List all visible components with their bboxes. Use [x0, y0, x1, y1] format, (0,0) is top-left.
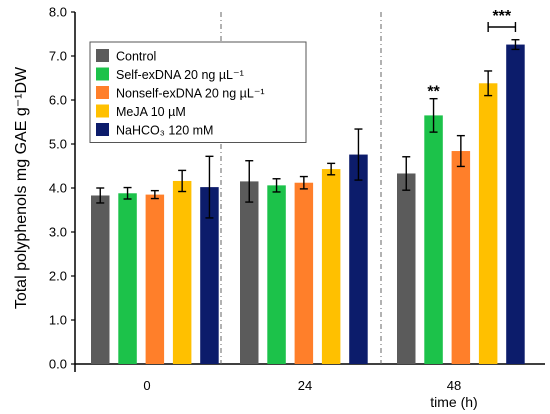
- bar: [349, 154, 368, 364]
- bar: [118, 193, 137, 364]
- x-axis-title: time (h): [430, 394, 477, 410]
- axes: 0.0 1.0 2.0 3.0 4.0 5.0 6.0 7.0 8.0 0 24 48: [49, 5, 545, 393]
- y-tick-label: 8.0: [49, 5, 67, 20]
- legend-label: Self-exDNA 20 ng µL⁻¹: [116, 68, 244, 82]
- significance-label: **: [427, 84, 440, 101]
- y-tick-label: 1.0: [49, 313, 67, 328]
- y-tick-label: 6.0: [49, 93, 67, 108]
- y-tick-label: 4.0: [49, 181, 67, 196]
- legend-swatch: [96, 86, 109, 99]
- legend-label: MeJA 10 µM: [116, 105, 186, 119]
- legend-box: [89, 41, 307, 143]
- y-tick-label: 7.0: [49, 49, 67, 64]
- bar: [294, 182, 314, 364]
- bar: [506, 44, 525, 365]
- x-tick-label: 0: [143, 378, 150, 393]
- annotations: *****: [427, 8, 517, 101]
- y-tick-label: 3.0: [49, 225, 67, 240]
- bar: [267, 185, 286, 364]
- bar: [397, 173, 416, 364]
- bar: [145, 194, 165, 364]
- bar: [424, 115, 443, 365]
- bar: [172, 180, 192, 364]
- significance-label: ***: [492, 8, 511, 25]
- y-tick-label: 2.0: [49, 269, 67, 284]
- legend-swatch: [96, 123, 109, 136]
- y-tick-label: 0.0: [49, 357, 67, 372]
- x-tick-label: 24: [298, 378, 312, 393]
- legend-label: Nonself-exDNA 20 ng µL⁻¹: [116, 87, 265, 101]
- bar: [91, 195, 110, 364]
- bar: [200, 187, 219, 364]
- x-tick-label: 48: [447, 378, 461, 393]
- y-tick-label: 5.0: [49, 137, 67, 152]
- legend: Control Self-exDNA 20 ng µL⁻¹ Nonself-exDN…: [89, 41, 307, 143]
- legend-label: NaHCO₃ 120 mM: [116, 124, 213, 138]
- legend-swatch: [96, 104, 109, 118]
- y-axis-title: Total polyphenols mg GAE g⁻¹DW: [13, 66, 30, 309]
- legend-swatch: [96, 49, 109, 62]
- bar: [451, 151, 471, 364]
- bars: [91, 39, 525, 365]
- legend-label: Control: [116, 50, 156, 64]
- bar: [321, 169, 341, 364]
- legend-swatch: [96, 67, 109, 81]
- bar: [240, 181, 259, 364]
- bar: [478, 83, 498, 364]
